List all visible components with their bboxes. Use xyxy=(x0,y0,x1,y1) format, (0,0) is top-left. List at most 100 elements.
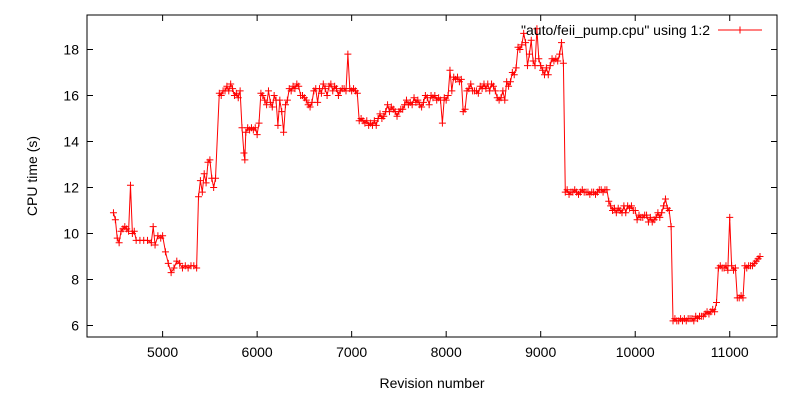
data-point-marker xyxy=(283,96,291,104)
data-point-marker xyxy=(280,128,288,136)
data-point-marker xyxy=(353,89,361,97)
data-point-marker xyxy=(193,264,201,272)
data-point-marker xyxy=(546,62,554,70)
data-point-marker xyxy=(454,73,462,81)
data-point-marker xyxy=(535,55,543,63)
data-point-marker xyxy=(196,177,204,185)
data-point-marker xyxy=(164,259,172,267)
data-point-marker xyxy=(522,39,530,47)
data-point-marker xyxy=(529,57,537,65)
data-point-marker xyxy=(274,121,282,129)
data-point-marker xyxy=(658,209,666,217)
data-point-marker xyxy=(149,223,157,231)
data-point-marker xyxy=(728,262,736,270)
data-point-marker xyxy=(603,186,611,194)
series-layer xyxy=(109,25,764,325)
data-point-marker xyxy=(223,82,231,90)
data-point-marker xyxy=(711,308,719,316)
data-point-marker xyxy=(384,101,392,109)
data-point-marker xyxy=(259,92,267,99)
x-tick-label: 7000 xyxy=(336,344,367,360)
data-point-marker xyxy=(393,112,401,120)
x-tick-label: 9000 xyxy=(525,344,556,360)
data-point-marker xyxy=(363,117,371,125)
data-point-marker xyxy=(202,179,210,187)
y-tick-label: 10 xyxy=(63,226,79,242)
legend: "auto/feii_pump.cpu" using 1:2 xyxy=(521,22,762,38)
data-point-marker xyxy=(627,202,635,210)
data-point-marker xyxy=(418,103,426,111)
data-point-marker xyxy=(510,71,518,79)
data-point-marker xyxy=(109,209,117,217)
y-tick-label: 14 xyxy=(63,134,79,150)
data-point-marker xyxy=(731,264,739,272)
data-point-marker xyxy=(376,110,384,118)
data-point-marker xyxy=(159,232,167,240)
data-point-marker xyxy=(414,96,422,104)
data-point-marker xyxy=(665,207,673,214)
data-point-marker xyxy=(607,202,615,210)
x-tick-label: 6000 xyxy=(242,344,273,360)
data-point-marker xyxy=(240,149,248,157)
data-point-marker xyxy=(631,207,639,214)
data-point-marker xyxy=(408,101,416,109)
data-point-marker xyxy=(402,96,410,104)
data-point-marker xyxy=(425,101,433,109)
data-point-marker xyxy=(525,50,533,58)
data-point-marker xyxy=(255,119,263,127)
data-point-marker xyxy=(217,92,225,99)
data-point-marker xyxy=(559,59,567,67)
data-point-marker xyxy=(544,71,552,79)
data-point-marker xyxy=(448,87,456,95)
data-point-marker xyxy=(533,25,541,33)
y-tick-label: 6 xyxy=(71,318,79,334)
data-point-marker xyxy=(147,239,155,247)
data-point-marker xyxy=(557,39,565,47)
data-point-marker xyxy=(491,87,499,95)
data-point-marker xyxy=(161,248,169,256)
data-point-marker xyxy=(438,119,446,127)
x-tick-label: 11000 xyxy=(711,344,749,360)
data-point-marker xyxy=(446,66,454,74)
data-point-marker xyxy=(442,96,450,104)
data-point-marker xyxy=(113,234,121,242)
data-point-marker xyxy=(633,216,641,224)
data-point-marker xyxy=(756,253,764,260)
data-point-marker xyxy=(227,80,235,88)
data-point-marker xyxy=(111,216,119,224)
data-point-marker xyxy=(200,170,208,178)
x-tick-label: 8000 xyxy=(431,344,462,360)
data-point-marker xyxy=(489,82,497,90)
data-point-marker xyxy=(667,223,675,231)
axis-ticks xyxy=(87,15,777,337)
legend-label: "auto/feii_pump.cpu" using 1:2 xyxy=(521,22,710,38)
data-point-marker xyxy=(126,181,134,189)
data-point-marker xyxy=(726,213,734,221)
data-point-marker xyxy=(643,211,651,219)
data-point-marker xyxy=(713,299,721,306)
data-point-marker xyxy=(431,92,439,99)
data-point-marker xyxy=(539,66,547,74)
data-point-marker xyxy=(195,193,203,201)
data-point-marker xyxy=(241,156,249,164)
data-point-marker xyxy=(167,269,175,277)
data-point-marker xyxy=(287,87,295,95)
data-point-marker xyxy=(295,82,303,90)
data-point-marker xyxy=(306,103,314,111)
x-tick-label: 10000 xyxy=(616,344,655,360)
data-point-marker xyxy=(302,96,310,104)
data-point-marker xyxy=(232,89,240,97)
data-point-marker xyxy=(327,80,335,88)
data-point-marker xyxy=(622,209,630,217)
data-point-marker xyxy=(329,87,337,95)
data-point-marker xyxy=(225,87,233,95)
data-point-marker xyxy=(501,96,509,104)
y-axis-label: CPU time (s) xyxy=(24,136,40,216)
data-point-marker xyxy=(554,57,562,65)
legend-marker xyxy=(736,26,744,34)
data-point-marker xyxy=(170,264,178,272)
y-tick-label: 16 xyxy=(63,88,79,104)
data-point-marker xyxy=(212,174,220,182)
y-tick-label: 18 xyxy=(63,42,79,58)
